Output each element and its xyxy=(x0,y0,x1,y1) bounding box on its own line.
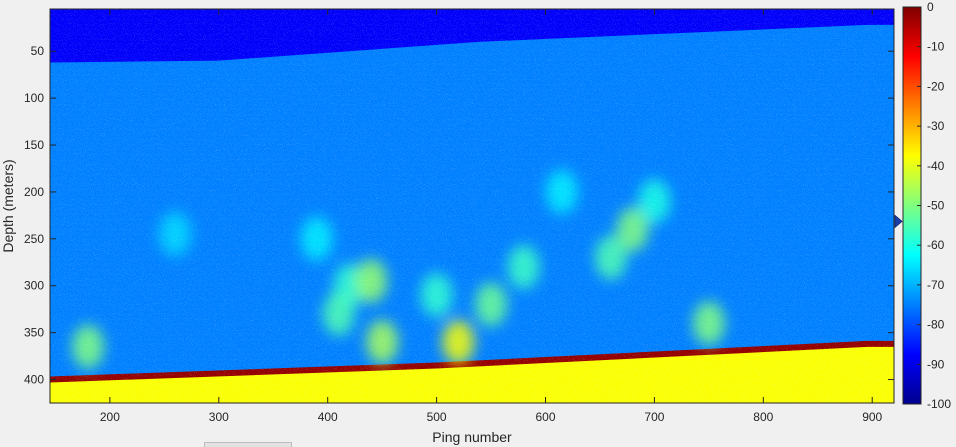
echogram-plot-area xyxy=(50,9,894,403)
colorbar-tick-label: -40 xyxy=(927,159,945,173)
x-tick-label: 700 xyxy=(644,410,664,424)
echogram-speckle xyxy=(50,9,894,403)
colorbar-tick-label: -90 xyxy=(927,357,945,371)
x-tick-label: 600 xyxy=(535,410,555,424)
y-tick-label: 200 xyxy=(24,185,44,199)
colorbar-tick-label: -60 xyxy=(927,238,945,252)
x-axis-label: Ping number xyxy=(432,429,512,445)
x-tick-label: 500 xyxy=(427,410,447,424)
y-tick-label: 350 xyxy=(24,326,44,340)
colorbar-tick-label: 0 xyxy=(927,0,934,14)
colorbar-tick-label: -10 xyxy=(927,40,945,54)
y-axis: 50 100 150 200 250 300 350 400 xyxy=(24,44,894,387)
figure-status-bar xyxy=(204,442,292,447)
y-tick-label: 300 xyxy=(24,279,44,293)
y-tick-label: 250 xyxy=(24,232,44,246)
colorbar-tick-label: -50 xyxy=(927,199,945,213)
colorbar-tick-label: -100 xyxy=(927,397,951,411)
x-tick-label: 400 xyxy=(318,410,338,424)
colorbar-tick-label: -70 xyxy=(927,278,945,292)
colorbar-tick-label: -30 xyxy=(927,119,945,133)
x-tick-label: 300 xyxy=(209,410,229,424)
y-tick-label: 100 xyxy=(24,91,44,105)
colorbar-tick-label: -20 xyxy=(927,79,945,93)
colorbar: 0 -10 -20 -30 -40 -50 -60 -70 -80 -90 -100 xyxy=(902,0,951,411)
x-tick-label: 800 xyxy=(753,410,773,424)
colorbar-tick-label: -80 xyxy=(927,318,945,332)
x-tick-label: 200 xyxy=(100,410,120,424)
x-axis: 200 300 400 500 600 700 800 900 xyxy=(100,9,883,424)
y-tick-label: 400 xyxy=(24,373,44,387)
y-tick-label: 50 xyxy=(31,44,45,58)
colorbar-ticks: 0 -10 -20 -30 -40 -50 -60 -70 -80 -90 -100 xyxy=(917,0,951,411)
y-tick-label: 150 xyxy=(24,138,44,152)
colorbar-marker-icon[interactable] xyxy=(894,214,903,229)
plot-frame xyxy=(49,8,895,404)
y-axis-label: Depth (meters) xyxy=(0,159,16,252)
x-tick-label: 900 xyxy=(862,410,882,424)
